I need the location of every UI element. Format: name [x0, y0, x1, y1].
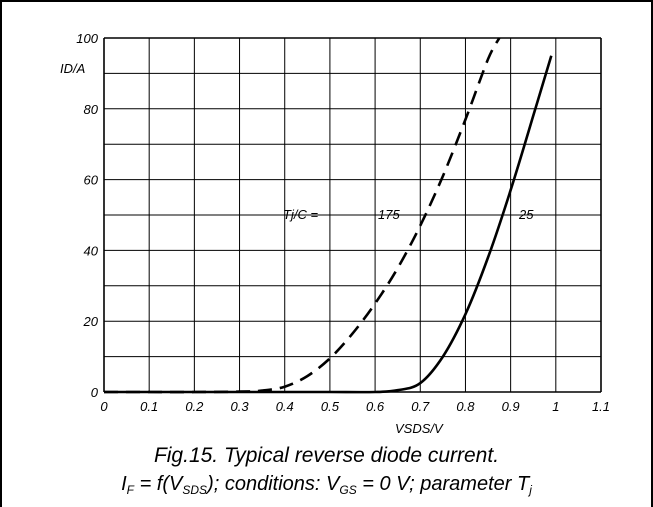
x-tick-labels: 0 0.1 0.2 0.3 0.4 0.5 0.6 0.7 0.8 0.9 1 1.1	[100, 399, 610, 414]
y-tick-label: 20	[83, 314, 99, 329]
x-tick-label: 0.5	[321, 399, 340, 414]
caption-i: I	[121, 473, 127, 495]
series-lines	[104, 37, 553, 394]
caption-eq1: = f(V	[134, 473, 183, 495]
caption-i-sub: F	[126, 483, 135, 497]
series-line-25	[104, 55, 553, 394]
x-tick-label: 0.7	[411, 399, 430, 414]
x-tick-label: 0.6	[366, 399, 385, 414]
y-tick-label: 40	[84, 243, 99, 258]
x-tick-label: 0.4	[276, 399, 294, 414]
x-axis-label: VSDS/V	[395, 421, 444, 436]
caption-eq2: = 0 V; parameter T	[356, 473, 530, 495]
x-tick-label: 0.8	[456, 399, 475, 414]
y-tick-label: 100	[76, 31, 98, 46]
y-tick-label: 60	[84, 173, 99, 188]
y-axis-label: ID/A	[60, 61, 85, 76]
y-tick-labels: 0 20 40 60 80 100	[76, 31, 98, 400]
chart: 0 0.1 0.2 0.3 0.4 0.5 0.6 0.7 0.8 0.9 1 1.1 0 20 40 60…	[60, 31, 610, 436]
grid	[103, 37, 602, 393]
x-tick-label: 0.3	[231, 399, 250, 414]
y-tick-label: 80	[84, 102, 99, 117]
x-tick-label: 0	[100, 399, 108, 414]
x-tick-label: 0.2	[185, 399, 204, 414]
figure-caption-title: Fig.15. Typical reverse diode current.	[153, 444, 500, 467]
x-tick-label: 1.1	[592, 399, 610, 414]
caption-vgs-sub: GS	[339, 483, 357, 497]
x-tick-label: 0.1	[140, 399, 158, 414]
parameter-label: Tj/C =	[283, 207, 318, 222]
series-label-175: 175	[378, 207, 400, 222]
x-tick-label: 0.9	[502, 399, 520, 414]
caption-cond: ); conditions: V	[207, 473, 340, 495]
caption-tj-sub: j	[529, 483, 532, 497]
caption-vsds-sub: SDS	[182, 483, 208, 497]
figure-caption-conditions: IF = f(VSDS); conditions: VGS = 0 V; par…	[0, 473, 653, 497]
y-tick-label: 0	[91, 385, 99, 400]
series-label-25: 25	[518, 207, 534, 222]
x-tick-label: 1	[552, 399, 559, 414]
